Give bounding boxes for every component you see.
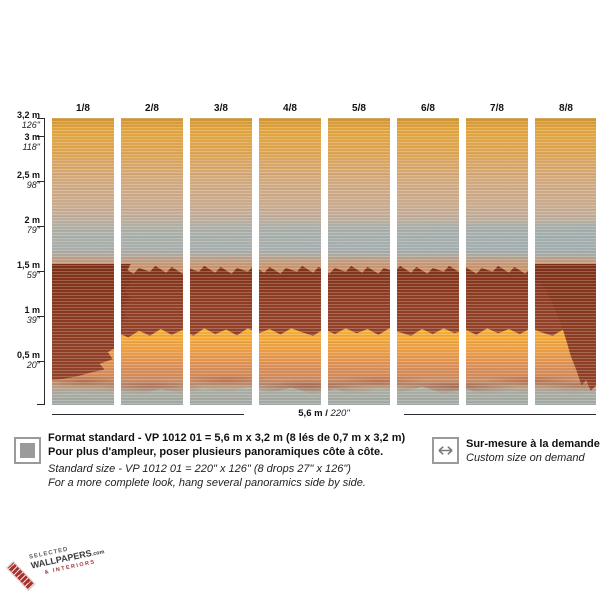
- inches-value: 79": [26, 224, 40, 235]
- metric-value: 1 m: [24, 305, 40, 315]
- vruler-tick: [37, 361, 45, 362]
- standard-fr-line2: Pour plus d'ampleur, poser plusieurs pan…: [48, 445, 384, 458]
- metric-value: 2,5 m: [16, 170, 40, 180]
- vruler-label-0_5m: 0,5 m 20": [0, 350, 40, 370]
- panel-gap: [459, 118, 466, 405]
- vruler-tick: [37, 136, 45, 137]
- metric-value: 3 m: [24, 132, 40, 142]
- metric-value: 2 m: [24, 215, 40, 225]
- vruler-tick: [37, 404, 45, 405]
- standard-size-icon: [14, 437, 41, 464]
- vruler-label-1m: 1 m 39": [0, 305, 40, 325]
- vruler-tick: [37, 316, 45, 317]
- inches-value: 20": [26, 359, 40, 370]
- inches-value: 220": [330, 408, 350, 419]
- panel-label-7: 7/8: [490, 103, 504, 114]
- vruler-label-2m: 2 m 79": [0, 215, 40, 235]
- inches-value: 126": [21, 119, 40, 130]
- panel-label-4: 4/8: [283, 103, 297, 114]
- panel-label-3: 3/8: [214, 103, 228, 114]
- metric-value: 3,2 m: [16, 110, 40, 120]
- vruler-label-3_2m: 3,2 m 126": [0, 110, 40, 130]
- panel-label-5: 5/8: [352, 103, 366, 114]
- panel-label-1: 1/8: [76, 103, 90, 114]
- vruler-tick: [37, 271, 45, 272]
- inches-value: 39": [26, 314, 40, 325]
- custom-info-text: Sur-mesure à la demande Custom size on d…: [466, 438, 600, 465]
- panel-label-2: 2/8: [145, 103, 159, 114]
- hruler-label: 5,6 m / 220": [244, 407, 404, 421]
- metric-value: 5,6 m /: [298, 408, 331, 419]
- vruler-tick: [37, 226, 45, 227]
- vruler-label-2_5m: 2,5 m 98": [0, 170, 40, 190]
- panel-gap: [114, 118, 121, 405]
- brand-logo: SELECTED WALLPAPERS.com & INTERIORS: [6, 541, 105, 591]
- vertical-ruler-line: [44, 118, 45, 405]
- inches-value: 118": [22, 141, 40, 152]
- brand-logo-text: SELECTED WALLPAPERS.com & INTERIORS: [29, 541, 105, 579]
- vruler-tick: [37, 118, 45, 119]
- panel-gap: [528, 118, 535, 405]
- vruler-label-1_5m: 1,5 m 59": [0, 260, 40, 280]
- wallpaper-panorama: [52, 118, 596, 405]
- metric-value: 1,5 m: [16, 260, 40, 270]
- custom-size-icon: [432, 437, 459, 464]
- panel-gap: [390, 118, 397, 405]
- panel-label-8: 8/8: [559, 103, 573, 114]
- logo-domain-suffix: .com: [91, 549, 106, 558]
- standard-en-line2: For a more complete look, hang several p…: [48, 476, 366, 489]
- horizontal-arrow-icon: [438, 446, 453, 455]
- inches-value: 59": [26, 269, 40, 280]
- filled-square-glyph: [20, 443, 35, 458]
- standard-en-line1: Standard size - VP 1012 01 = 220" x 126"…: [48, 463, 351, 475]
- vruler-label-3m: 3 m 118": [0, 132, 40, 152]
- panel-gap: [252, 118, 259, 405]
- panel-gap: [321, 118, 328, 405]
- panel-label-6: 6/8: [421, 103, 435, 114]
- custom-en-line: Custom size on demand: [466, 451, 585, 464]
- standard-fr-line1: Format standard - VP 1012 01 = 5,6 m x 3…: [48, 432, 406, 444]
- vruler-tick: [37, 181, 45, 182]
- inches-value: 98": [26, 179, 40, 190]
- custom-fr-line: Sur-mesure à la demande: [466, 438, 600, 450]
- panel-gap: [183, 118, 190, 405]
- standard-info-text: Format standard - VP 1012 01 = 5,6 m x 3…: [48, 432, 405, 490]
- metric-value: 0,5 m: [16, 350, 40, 360]
